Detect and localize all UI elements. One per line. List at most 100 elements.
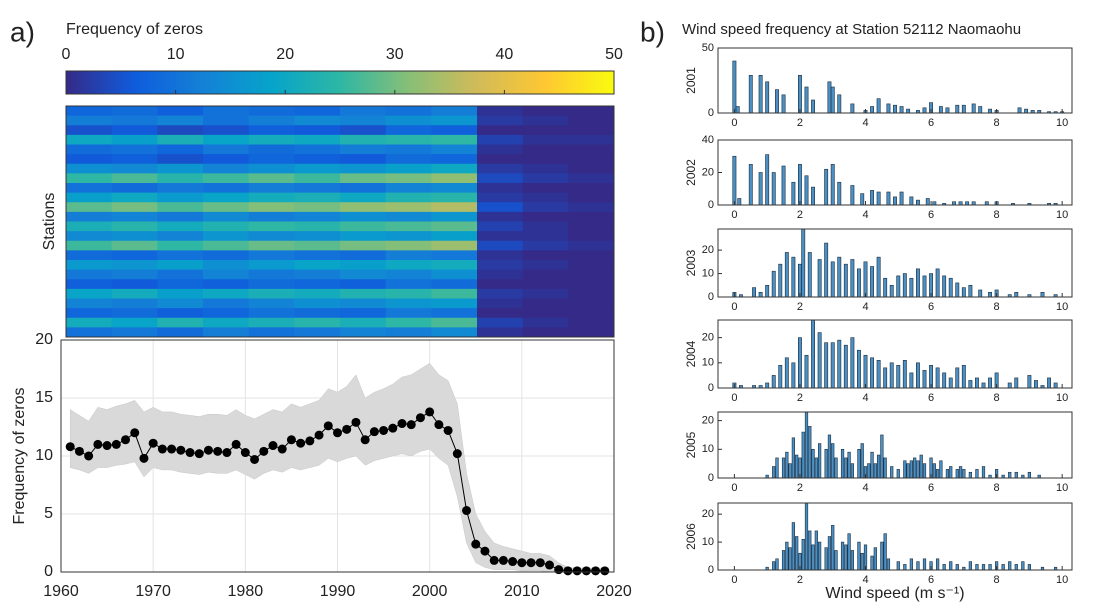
heatmap-cell [248, 288, 295, 299]
histogram-bar [1008, 561, 1012, 571]
mean-point [517, 558, 527, 568]
heatmap-cell [294, 279, 341, 290]
axes-frame [717, 319, 1073, 389]
x-tick-label: 10 [1056, 482, 1068, 494]
mean-point [471, 539, 481, 549]
heatmap-cell [385, 327, 432, 338]
y-tick-label: 5 [44, 505, 53, 522]
heatmap-cell [157, 163, 204, 174]
histogram-bar [955, 469, 959, 479]
histogram-bar [801, 228, 806, 298]
heatmap-cell [340, 298, 387, 309]
heatmap-cell [248, 144, 295, 155]
heatmap-cell [66, 115, 113, 126]
histogram-bar [837, 339, 842, 389]
mean-point [121, 435, 131, 445]
histogram-bar [1027, 564, 1031, 571]
mean-point [563, 566, 573, 576]
histogram-bar [981, 564, 986, 571]
heatmap-cell [340, 106, 387, 117]
heatmap-cell [66, 125, 113, 136]
heatmap-cell [111, 317, 158, 328]
histogram-bar [909, 196, 914, 206]
heatmap-cell [340, 144, 387, 155]
heatmap-cell [522, 183, 569, 194]
histogram-bar [867, 463, 871, 479]
heatmap-cell [111, 192, 158, 203]
histogram-bar [857, 449, 861, 479]
heatmap-cell [340, 154, 387, 165]
heatmap-cell [111, 125, 158, 136]
y-tick-label: 20 [702, 415, 714, 427]
x-tick-label: 0 [731, 209, 737, 221]
histogram-bar [880, 434, 884, 479]
heatmap-cell [431, 144, 478, 155]
heatmap-cell [568, 163, 615, 174]
histogram-bar [902, 273, 907, 298]
heatmap-cell [340, 231, 387, 242]
histogram-bar [922, 463, 927, 479]
heatmap-cell [157, 308, 204, 319]
histogram-bar [850, 463, 854, 479]
heatmap-cell [66, 231, 113, 242]
histogram-bar [886, 103, 891, 114]
mean-point [139, 453, 149, 463]
histogram-bar [906, 108, 911, 114]
histogram-bar [899, 106, 904, 114]
heatmap-cell [568, 134, 615, 145]
histogram-bar [798, 164, 802, 206]
heatmap-cell [431, 163, 478, 174]
histogram-bar [857, 268, 861, 298]
histogram-bar [804, 502, 809, 571]
heatmap-cell [568, 279, 615, 290]
histogram-bar [916, 561, 920, 571]
mean-point [591, 566, 601, 576]
heatmap-cell [157, 298, 204, 309]
heatmap-cell [157, 231, 204, 242]
colorbar-tick-label: 30 [386, 46, 404, 63]
heatmap-cell [111, 202, 158, 213]
histogram-bar [840, 541, 845, 571]
heatmap-cell [203, 279, 250, 290]
heatmap-cell [111, 211, 158, 222]
histogram-bar [830, 86, 835, 114]
histogram-bar [840, 449, 845, 479]
histogram-bar [808, 426, 812, 479]
mean-point [250, 454, 260, 464]
heatmap-cell [477, 308, 524, 319]
y-tick-label: 20 [35, 331, 53, 348]
y-tick-label: 15 [35, 389, 53, 406]
histogram-bar [791, 362, 796, 389]
x-tick-label: 2 [797, 117, 803, 129]
x-tick-label: 8 [994, 209, 1000, 221]
histogram-bar [791, 181, 796, 206]
histogram-bar [824, 342, 829, 389]
histogram-bar [890, 466, 894, 479]
mean-point [462, 506, 472, 516]
heatmap-cell [294, 115, 341, 126]
heatmap-cell [340, 211, 387, 222]
histogram-bar [771, 270, 776, 298]
heatmap-cell [385, 288, 432, 299]
heatmap-cell [385, 211, 432, 222]
heatmap-cell [522, 317, 569, 328]
heatmap-cell [157, 211, 204, 222]
histogram-bar [886, 191, 891, 206]
histogram-bar [801, 538, 805, 571]
heatmap-cell [385, 317, 432, 328]
x-tick-label: 4 [862, 117, 868, 129]
histogram-bar [798, 337, 802, 389]
heatmap-cell [522, 173, 569, 184]
heatmap-cell [477, 115, 524, 126]
heatmap-cell [203, 211, 250, 222]
histogram-bar [896, 365, 901, 389]
heatmap-cell [66, 240, 113, 251]
heatmap-cell [248, 106, 295, 117]
heatmap-cell [111, 173, 158, 184]
histogram-bar [791, 522, 795, 571]
heatmap-cell [294, 163, 341, 174]
histogram-bar [772, 561, 776, 571]
heatmap-cell [385, 221, 432, 232]
heatmap-cell [294, 308, 341, 319]
heatmap-cell [340, 221, 387, 232]
